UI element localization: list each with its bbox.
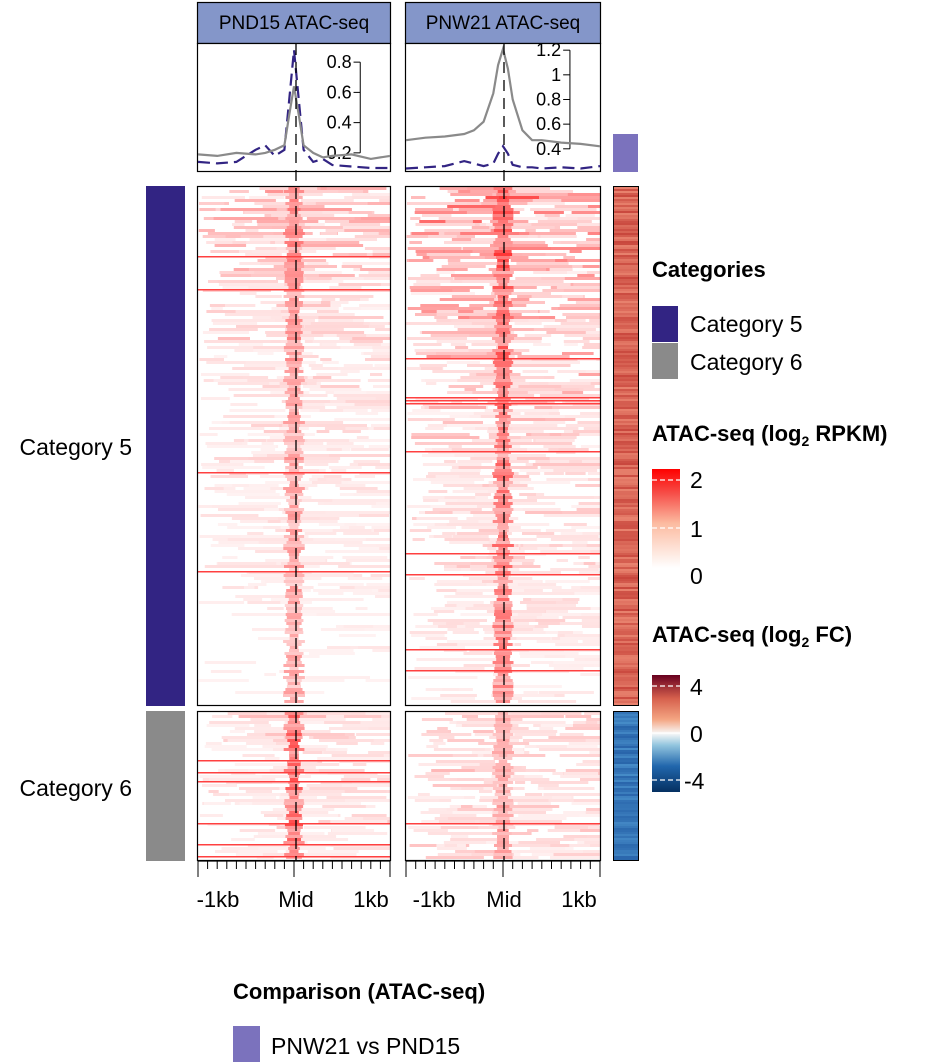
y-tick-label: 0.6: [327, 82, 352, 102]
fc-annotation-category-5: [614, 187, 638, 705]
y-tick-label: 0.2: [327, 143, 352, 163]
legend-rpkm-title: ATAC-seq (log2 RPKM): [652, 421, 888, 449]
annotation-frame: [613, 186, 639, 706]
legend-fc-tick-minus4: -4: [684, 768, 705, 794]
y-tick-label: 0.4: [327, 113, 352, 133]
x-tick-label-start: -1kb: [197, 887, 240, 912]
legend-rpkm-tick-0: 0: [690, 563, 703, 589]
center-lines: [295, 44, 505, 860]
y-tick-label: 0.4: [536, 139, 561, 159]
heatmap-frame: [196, 185, 392, 707]
y-tick-label: 0.8: [536, 89, 561, 109]
x-axis-pnw21: [405, 860, 601, 877]
legend-label-category-5: Category 5: [690, 311, 803, 337]
legend-comparison-title: Comparison (ATAC-seq): [233, 979, 485, 1004]
legend-label-category-6: Category 6: [690, 349, 803, 375]
x-tick-label-end: 1kb: [353, 887, 388, 912]
legend-label-comparison: PNW21 vs PND15: [271, 1033, 460, 1059]
x-axis-pnd15: [197, 860, 391, 877]
profile-line-category-5: [405, 144, 601, 170]
comparison-annotation-header: [613, 134, 638, 172]
heatmap-frame: [404, 185, 602, 707]
profile-plot-pnd15: 0.2 0.4 0.6 0.8: [196, 42, 392, 173]
heatmap-pnw21-category-5: [406, 187, 600, 705]
legend-fc-tick-4: 4: [690, 674, 703, 700]
x-tick-label-mid: Mid: [486, 887, 521, 912]
profile-line-category-6: [197, 86, 391, 161]
panel-header-pnw21: [404, 1, 602, 45]
panel-title-pnw21: PNW21 ATAC-seq: [426, 13, 581, 34]
profile-plot-pnw21: 0.4 0.6 0.8 1 1.2: [404, 40, 602, 173]
x-tick-label-start: -1kb: [413, 887, 456, 912]
legend-fc-title: ATAC-seq (log2 FC): [652, 622, 852, 650]
category-6-bar: [146, 711, 185, 861]
legend-swatch-category-6: [652, 343, 678, 379]
y-tick-label: 0.6: [536, 114, 561, 134]
legend-rpkm-colorbar: [652, 469, 680, 568]
category-5-bar: [146, 186, 185, 706]
panel-header-pnd15: [196, 1, 392, 45]
row-label-category-6: Category 6: [19, 775, 132, 801]
y-tick-label: 0.8: [327, 52, 352, 72]
y-tick-label: 1: [551, 65, 561, 85]
heatmap-pnd15-category-5: [198, 187, 390, 705]
x-tick-label-mid: Mid: [278, 887, 313, 912]
x-tick-label-end: 1kb: [561, 887, 596, 912]
row-label-category-5: Category 5: [19, 434, 132, 460]
legend-rpkm-tick-2: 2: [690, 467, 703, 493]
heatmap-pnw21-category-6: [406, 712, 600, 860]
y-tick-label: 1.2: [536, 40, 561, 60]
legend-fc-tick-0: 0: [690, 721, 703, 747]
profile-line-category-6: [405, 44, 601, 148]
annotation-frame: [613, 711, 639, 861]
heatmap-pnd15-category-6: [198, 712, 390, 860]
fc-annotation-category-6: [614, 712, 638, 860]
legend-swatch-category-5: [652, 306, 678, 342]
panel-title-pnd15: PND15 ATAC-seq: [219, 13, 369, 34]
legend-categories-title: Categories: [652, 257, 766, 282]
legend-swatch-comparison: [233, 1026, 260, 1062]
legend-rpkm-tick-1: 1: [690, 516, 703, 542]
